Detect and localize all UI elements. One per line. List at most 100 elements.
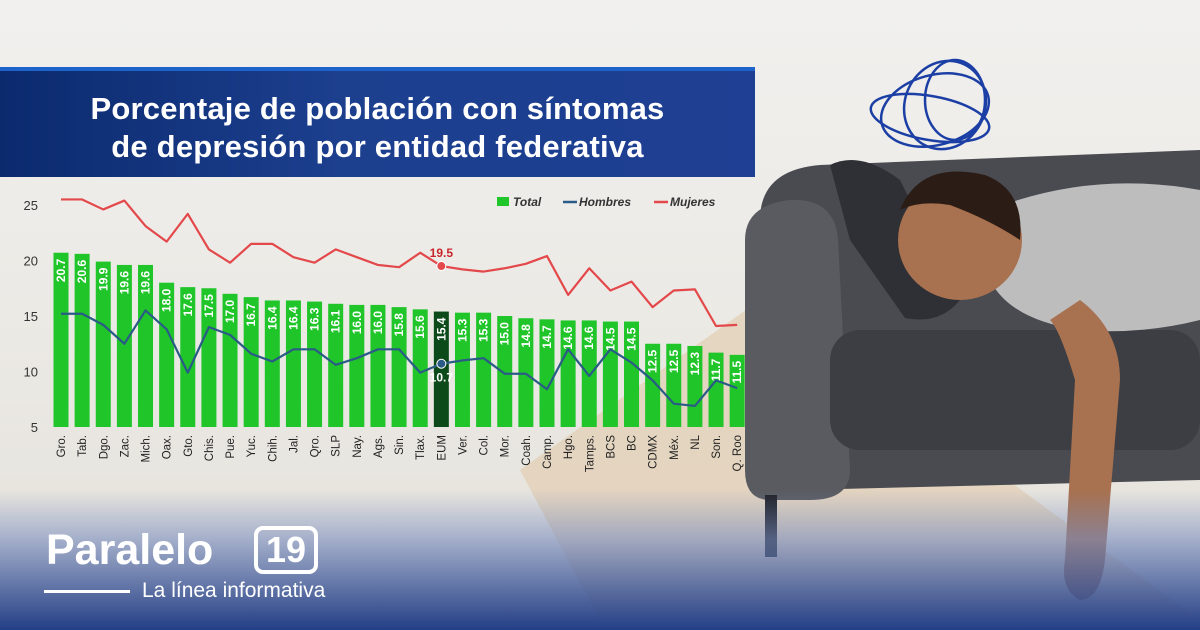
y-tick-label: 20 xyxy=(24,254,38,269)
bar-value-label: 17.5 xyxy=(202,294,216,318)
x-tick-label: Ags. xyxy=(373,435,385,458)
bar-value-label: 16.1 xyxy=(329,309,343,333)
x-tick-label: Mor. xyxy=(500,435,512,457)
bar xyxy=(74,253,90,427)
bar xyxy=(159,282,175,427)
bar xyxy=(412,309,428,427)
bar-value-label: 17.6 xyxy=(181,293,195,317)
x-tick-label: Coah. xyxy=(521,435,533,466)
legend-swatch xyxy=(497,197,509,206)
bar-value-label: 16.4 xyxy=(286,306,300,330)
man-hair xyxy=(900,171,1021,240)
bar xyxy=(116,264,132,427)
bar xyxy=(560,320,576,427)
bar xyxy=(307,301,323,427)
x-tick-label: Nay. xyxy=(352,435,364,458)
y-tick-label: 5 xyxy=(31,420,38,435)
bar-value-label: 18.0 xyxy=(160,288,174,312)
y-tick-label: 10 xyxy=(24,365,38,380)
x-tick-label: Tlax. xyxy=(415,435,427,460)
bar xyxy=(729,354,745,427)
mujeres-line xyxy=(61,198,738,328)
hombres-line xyxy=(61,309,738,408)
chart-title-line-1: Porcentaje de población con síntomas xyxy=(90,91,665,126)
x-tick-label: Méx. xyxy=(669,435,681,460)
brand-number: 19 xyxy=(254,526,318,574)
x-tick-label: Mich. xyxy=(141,435,153,462)
bar-value-label: 20.6 xyxy=(75,260,89,284)
bar xyxy=(518,318,534,427)
bar xyxy=(497,316,513,427)
legend-label: Total xyxy=(513,195,542,209)
bar xyxy=(391,307,407,427)
bar-value-label: 16.7 xyxy=(244,303,258,327)
legend-label: Mujeres xyxy=(670,195,716,209)
bar xyxy=(349,304,365,427)
y-tick-label: 15 xyxy=(24,309,38,324)
x-tick-label: EUM xyxy=(436,435,448,461)
chart-title-line-2: de depresión por entidad federativa xyxy=(111,129,644,164)
x-tick-label: Chih. xyxy=(267,435,279,462)
bar-value-label: 12.3 xyxy=(688,352,702,376)
bar-value-label: 14.6 xyxy=(582,326,596,350)
x-tick-label: Tamps. xyxy=(584,435,596,472)
bar-value-label: 15.0 xyxy=(498,322,512,346)
x-tick-label: Tab. xyxy=(77,435,89,457)
x-tick-label: BC xyxy=(627,435,639,451)
mujeres-line-marker xyxy=(436,261,447,272)
x-tick-label: NL xyxy=(690,434,702,449)
stress-scribble-icon xyxy=(869,58,991,151)
x-tick-label: Chis. xyxy=(204,435,216,461)
bar-value-label: 11.7 xyxy=(709,358,723,381)
bar xyxy=(708,352,724,427)
x-tick-label: Pue. xyxy=(225,435,237,459)
x-tick-label: Q. Roo xyxy=(732,435,744,471)
bar xyxy=(454,312,470,427)
bar xyxy=(602,321,618,427)
x-tick-label: BCS xyxy=(605,435,617,459)
bar xyxy=(53,252,69,427)
x-tick-label: Camp. xyxy=(542,435,554,469)
man-shirt xyxy=(990,183,1200,332)
bar-value-label: 16.0 xyxy=(371,311,385,335)
bar xyxy=(476,312,492,427)
title-banner: Porcentaje de población con síntomas de … xyxy=(0,67,755,177)
y-tick-label: 25 xyxy=(24,198,38,213)
depression-chart: 5 10 15 20 25 20.7 20.6 19.9 19.6 19.6 18.0 17.6 17… xyxy=(24,195,745,472)
x-tick-label: Ver. xyxy=(457,435,469,455)
bar-value-label: 14.7 xyxy=(540,325,554,349)
x-tick-label: CDMX xyxy=(648,435,660,469)
x-tick-label: Yuc. xyxy=(246,435,258,457)
bar-value-label: 11.5 xyxy=(730,361,744,384)
x-tick-label: Col. xyxy=(479,435,491,455)
bar-value-label: 15.3 xyxy=(477,318,491,342)
bar-value-label: 19.6 xyxy=(117,271,131,295)
x-tick-label: Jal. xyxy=(288,435,300,453)
x-tick-label: Gro. xyxy=(56,435,68,457)
bar xyxy=(581,320,597,427)
bar xyxy=(138,264,154,427)
bar xyxy=(433,311,449,427)
bar xyxy=(264,300,280,427)
x-tick-label: Zac. xyxy=(119,435,131,457)
footer-band xyxy=(0,490,1200,630)
bar-value-label: 16.4 xyxy=(265,306,279,330)
bar-value-label: 16.0 xyxy=(350,311,364,335)
bar xyxy=(95,261,111,427)
bar-value-label: 20.7 xyxy=(54,258,68,282)
x-tick-label: Dgo. xyxy=(98,435,110,459)
x-tick-label: Oax. xyxy=(162,435,174,459)
bar-value-label: 12.5 xyxy=(667,349,681,373)
hombres-line-value-label: 10.7 xyxy=(430,371,454,385)
bar xyxy=(222,293,238,427)
x-tick-label: SLP xyxy=(331,435,343,457)
bar-value-label: 14.5 xyxy=(625,327,639,351)
mujeres-line-value-label: 19.5 xyxy=(430,246,454,260)
x-tick-label: Qro. xyxy=(310,435,322,457)
bar-value-label: 15.3 xyxy=(455,318,469,342)
brand-name: Paralelo xyxy=(46,526,214,574)
sofa-arm xyxy=(745,199,850,500)
bar-value-label: 16.3 xyxy=(308,307,322,331)
bar xyxy=(645,343,661,427)
